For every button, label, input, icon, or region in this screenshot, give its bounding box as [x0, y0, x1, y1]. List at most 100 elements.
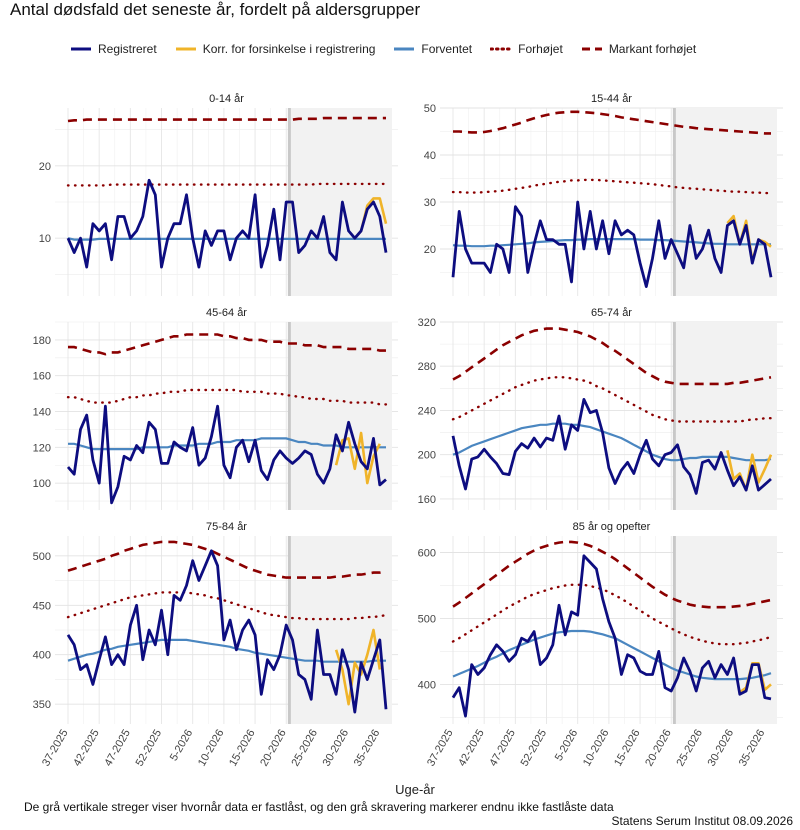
series-markant-forhoejet	[68, 333, 386, 356]
y-tick-label: 500	[418, 613, 436, 625]
x-tick-label: 5-2026	[553, 728, 581, 764]
series-registreret	[451, 398, 772, 495]
legend: Registreret Korr. for forsinkelse i regis…	[70, 42, 714, 56]
series-forhoejet	[451, 583, 773, 646]
x-tick-label: 30-2026	[706, 728, 737, 769]
y-tick-label: 10	[39, 233, 51, 245]
y-tick-label: 400	[33, 650, 51, 662]
y-tick-label: 240	[418, 405, 436, 417]
series-forventet	[452, 629, 772, 681]
x-tick-label: 37-2025	[40, 728, 71, 769]
footnote: De grå vertikale streger viser hvornår d…	[24, 800, 614, 814]
y-tick-label: 20	[39, 161, 51, 173]
panel-title: 15-44 år	[591, 93, 632, 105]
series-forhoejet	[451, 178, 773, 195]
x-tick-label: 30-2026	[321, 728, 352, 769]
x-tick-label: 42-2025	[456, 728, 487, 769]
panel-title: 75-84 år	[206, 521, 247, 533]
y-tick-label: 500	[33, 551, 51, 563]
x-tick-label: 47-2025	[102, 728, 133, 769]
unfrozen-shading	[674, 108, 777, 296]
legend-item-2: Forventet	[393, 42, 472, 56]
panel-5: 85 år og opefter 400 500 600 37-2025 42-2025 4…	[418, 521, 783, 768]
x-axis-label: Uge-år	[395, 782, 435, 797]
y-tick-label: 450	[33, 600, 51, 612]
legend-label: Forventet	[421, 42, 473, 56]
x-tick-label: 5-2026	[168, 728, 196, 764]
x-tick-label: 52-2025	[134, 728, 165, 769]
y-tick-label: 20	[424, 244, 436, 256]
legend-swatch	[490, 47, 513, 51]
legend-item-1: Korr. for forsinkelse i registrering	[175, 42, 376, 56]
x-tick-label: 15-2026	[227, 728, 258, 769]
x-tick-label: 42-2025	[71, 728, 102, 769]
legend-swatch	[394, 47, 415, 51]
series-markant-forhoejet	[453, 110, 771, 135]
series-registreret	[451, 200, 773, 288]
series-registreret	[451, 554, 772, 718]
legend-label: Korr. for forsinkelse i registrering	[202, 42, 376, 56]
x-tick-label: 15-2026	[612, 728, 643, 769]
panel-title: 65-74 år	[591, 307, 632, 319]
panel-title: 0-14 år	[209, 93, 244, 105]
y-tick-label: 30	[424, 197, 436, 209]
series-forhoejet	[66, 591, 388, 621]
y-tick-label: 350	[33, 699, 51, 711]
legend-item-0: Registreret	[70, 42, 157, 56]
panel-3: 65-74 år 160 200 240 280 320	[418, 307, 783, 510]
unfrozen-shading	[289, 536, 392, 724]
panel-title: 45-64 år	[206, 307, 247, 319]
x-tick-label: 25-2026	[289, 728, 320, 769]
series-forventet	[67, 638, 386, 663]
legend-swatch	[581, 47, 602, 51]
x-tick-label: 35-2026	[352, 728, 383, 769]
x-tick-label: 37-2025	[425, 728, 456, 769]
x-tick-label: 10-2026	[196, 728, 227, 769]
x-tick-label: 35-2026	[737, 728, 768, 769]
panel-title: 85 år og opefter	[573, 521, 651, 533]
y-tick-label: 400	[418, 679, 436, 691]
y-tick-label: 160	[418, 494, 436, 506]
y-tick-label: 120	[33, 442, 51, 454]
y-tick-label: 50	[424, 103, 436, 115]
series-registreret	[66, 404, 387, 505]
y-tick-label: 200	[418, 450, 436, 462]
legend-label: Registreret	[98, 42, 157, 56]
panel-4: 75-84 år 350 400 450 500 37-2025 42-2025 47-202…	[33, 521, 398, 768]
series-forhoejet	[66, 182, 388, 187]
y-tick-label: 180	[33, 335, 51, 347]
x-tick-label: 52-2025	[519, 728, 550, 769]
unfrozen-shading	[674, 322, 777, 510]
legend-item-3: Forhøjet	[490, 42, 563, 56]
series-markant-forhoejet	[67, 540, 387, 579]
y-tick-label: 140	[33, 407, 51, 419]
legend-label: Forhøjet	[518, 42, 563, 56]
legend-label: Markant forhøjet	[608, 42, 697, 56]
legend-item-4: Markant forhøjet	[581, 42, 696, 56]
x-tick-label: 10-2026	[581, 728, 612, 769]
y-tick-label: 160	[33, 371, 51, 383]
x-tick-label: 20-2026	[643, 728, 674, 769]
y-tick-label: 280	[418, 361, 436, 373]
x-tick-label: 20-2026	[258, 728, 289, 769]
unfrozen-shading	[289, 322, 392, 510]
chart-title: Antal dødsfald det seneste år, fordelt p…	[10, 0, 421, 19]
panel-2: 45-64 år 100 120 140 160 180	[33, 307, 398, 510]
panel-1: 15-44 år 20 30 40 50	[424, 93, 783, 296]
unfrozen-shading	[289, 108, 392, 296]
legend-swatch	[71, 47, 91, 51]
unfrozen-shading	[674, 536, 777, 724]
y-tick-label: 100	[33, 478, 51, 490]
y-tick-label: 40	[424, 150, 436, 162]
y-tick-label: 320	[418, 317, 436, 329]
x-tick-label: 25-2026	[674, 728, 705, 769]
series-forhoejet	[66, 388, 388, 406]
panel-0: 0-14 år 10 20	[39, 93, 398, 296]
panel-grid: 0-14 år 10 20 15-44 år 20 30 40 50 45-64 år 100 12…	[33, 93, 783, 797]
series-registreret	[66, 549, 388, 714]
series-registreret	[66, 178, 388, 269]
series-markant-forhoejet	[67, 116, 386, 123]
series-korrigeret	[334, 628, 382, 706]
x-tick-label: 47-2025	[487, 728, 518, 769]
